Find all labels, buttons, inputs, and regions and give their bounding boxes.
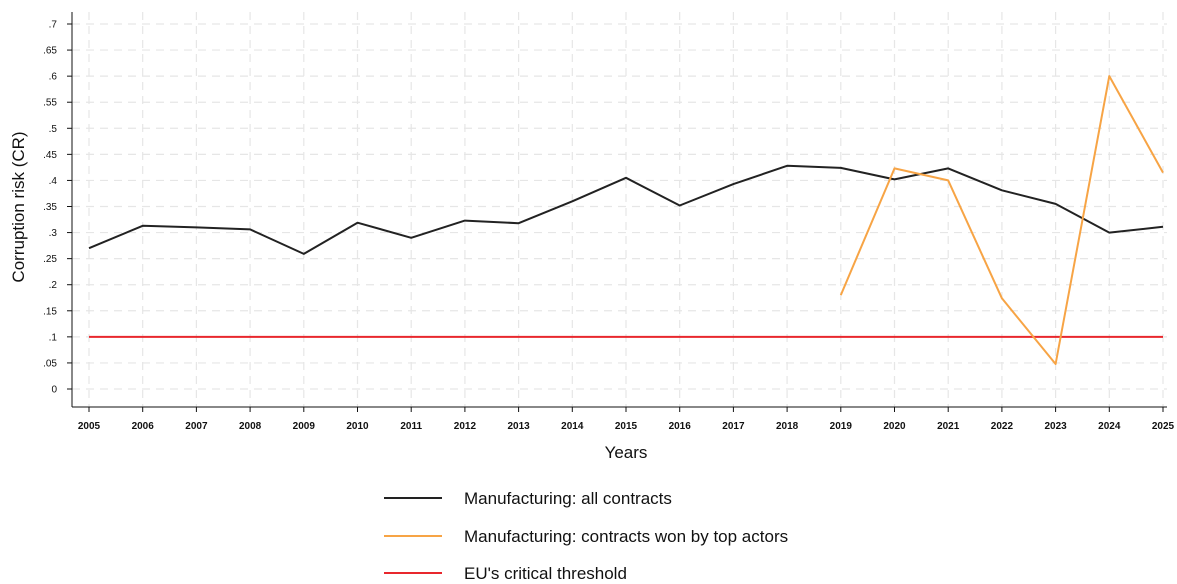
x-tick-label: 2018 — [776, 421, 799, 432]
legend-item-eu-threshold: EU's critical threshold — [384, 564, 627, 583]
legend-item-top-actors: Manufacturing: contracts won by top acto… — [384, 527, 788, 546]
x-tick-label: 2011 — [400, 421, 422, 432]
x-tick-label: 2005 — [78, 421, 101, 432]
legend-item-all-contracts: Manufacturing: all contracts — [384, 489, 672, 508]
legend-label-top-actors: Manufacturing: contracts won by top acto… — [464, 527, 788, 546]
x-tick-label: 2010 — [346, 421, 369, 432]
legend: Manufacturing: all contracts Manufacturi… — [384, 489, 788, 583]
y-axis-title: Corruption risk (CR) — [9, 131, 28, 282]
y-tick-label: .35 — [43, 202, 57, 213]
x-tick-label: 2013 — [507, 421, 530, 432]
x-tick-label: 2021 — [937, 421, 960, 432]
y-tick-label: .05 — [43, 358, 57, 369]
x-tick-label: 2019 — [830, 421, 853, 432]
x-tick-label: 2017 — [722, 421, 745, 432]
y-tick-label: 0 — [51, 385, 57, 396]
x-tick-label: 2022 — [991, 421, 1014, 432]
y-tick-label: .6 — [49, 72, 58, 83]
legend-label-eu-threshold: EU's critical threshold — [464, 564, 627, 583]
legend-label-all-contracts: Manufacturing: all contracts — [464, 489, 672, 508]
series-line-manufacturing-contracts-won-by-top-actors — [839, 75, 1164, 365]
x-tick-label: 2009 — [293, 421, 316, 432]
x-tick-label: 2015 — [615, 421, 638, 432]
y-tick-label: .7 — [49, 20, 58, 31]
x-tick-label: 2014 — [561, 421, 584, 432]
series-lines — [88, 75, 1164, 365]
x-tick-label: 2007 — [185, 421, 208, 432]
x-axis-title: Years — [605, 443, 648, 462]
y-tick-label: .3 — [49, 228, 58, 239]
y-tick-label: .25 — [43, 254, 57, 265]
y-tick-label: .4 — [49, 176, 58, 187]
y-tick-label: .2 — [49, 280, 58, 291]
x-tick-label: 2016 — [669, 421, 692, 432]
y-tick-label: .45 — [43, 150, 57, 161]
x-tick-label: 2024 — [1098, 421, 1121, 432]
y-tick-label: .65 — [43, 46, 57, 57]
x-tick-label: 2006 — [132, 421, 155, 432]
x-tick-label: 2023 — [1044, 421, 1067, 432]
series-line-manufacturing-all-contracts — [88, 164, 1164, 255]
y-tick-label: .5 — [49, 124, 58, 135]
x-tick-label: 2008 — [239, 421, 262, 432]
x-tick-label: 2012 — [454, 421, 477, 432]
x-tick-label: 2025 — [1152, 421, 1175, 432]
y-tick-label: .55 — [43, 98, 57, 109]
y-tick-label: .1 — [49, 332, 58, 343]
axes — [71, 12, 1167, 408]
y-tick-label: .15 — [43, 306, 57, 317]
y-ticks: 0 .05 .1 .15 .2 .25 .3 .35 .4 .45 .5 .55 .6 .65 .7 — [43, 20, 72, 396]
x-tick-label: 2020 — [883, 421, 906, 432]
x-ticks: 2005 2006 2007 2008 2009 2010 2011 2012 2013 2014… — [78, 407, 1175, 432]
